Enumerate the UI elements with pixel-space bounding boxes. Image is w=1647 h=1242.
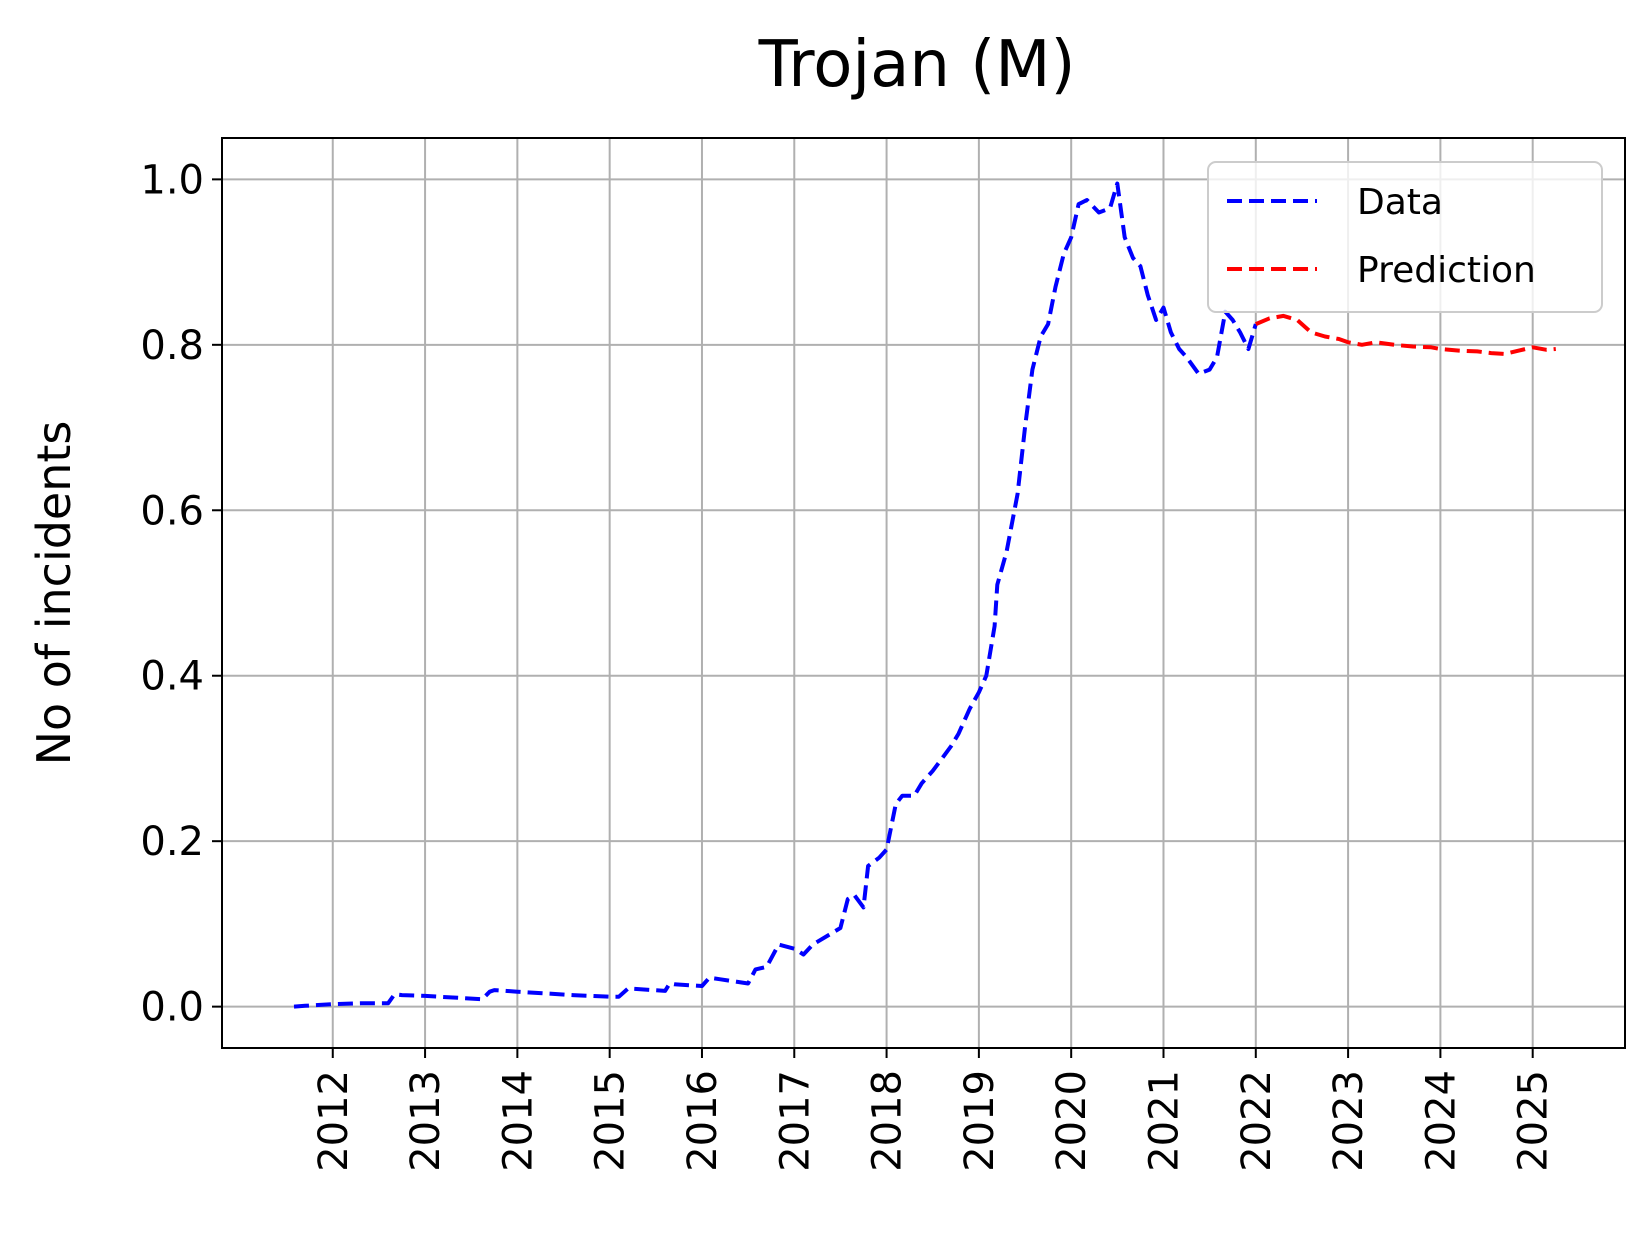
y-tick-label: 0.6 [140,488,204,534]
x-tick-label: 2025 [1511,1070,1557,1172]
x-tick-label: 2017 [772,1070,818,1172]
y-tick-label: 0.2 [140,819,204,865]
y-tick-label: 1.0 [140,157,204,203]
x-tick-label: 2024 [1418,1070,1464,1172]
y-tick-label: 0.8 [140,323,204,369]
legend-label-data: Data [1357,182,1443,223]
series-line-prediction [1255,313,1556,356]
legend-label-prediction: Prediction [1357,250,1536,291]
x-tick-label: 2023 [1326,1070,1372,1172]
series-line-data [293,181,1258,1009]
x-tick-label: 2018 [865,1070,911,1172]
y-tick-label: 0.0 [140,985,204,1031]
x-tick-label: 2021 [1141,1070,1187,1172]
plot-frame [221,137,1626,1049]
x-tick-label: 2013 [403,1070,449,1172]
x-tick-label: 2020 [1049,1070,1095,1172]
legend: Data Prediction [1207,161,1603,313]
chart-title: Trojan (M) [758,28,1076,102]
x-tick-label: 2012 [311,1070,357,1172]
x-tick-label: 2022 [1234,1070,1280,1172]
series-group [293,181,1556,1009]
axes: 2012 2013 2014 2015 2016 2017 2018 2019 2020 2021… [140,157,1556,1171]
x-tick-label: 2016 [680,1070,726,1172]
x-tick-label: 2019 [957,1070,1003,1172]
x-tick-label: 2015 [588,1070,634,1172]
y-tick-label: 0.4 [140,654,204,700]
x-tick-label: 2014 [495,1070,541,1172]
y-axis-label: No of incidents [27,421,81,766]
